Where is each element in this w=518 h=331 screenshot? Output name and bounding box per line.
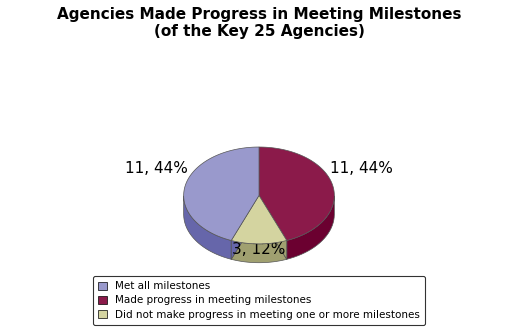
Polygon shape [259, 195, 287, 259]
Polygon shape [287, 196, 334, 259]
Text: 11, 44%: 11, 44% [330, 161, 393, 176]
Polygon shape [231, 195, 259, 259]
Text: 11, 44%: 11, 44% [125, 161, 188, 176]
Polygon shape [184, 196, 231, 259]
Polygon shape [259, 195, 287, 259]
Polygon shape [259, 147, 334, 241]
Polygon shape [231, 195, 259, 259]
Legend: Met all milestones, Made progress in meeting milestones, Did not make progress i: Met all milestones, Made progress in mee… [93, 276, 425, 325]
Polygon shape [184, 147, 259, 241]
Title: Agencies Made Progress in Meeting Milestones
(of the Key 25 Agencies): Agencies Made Progress in Meeting Milest… [57, 7, 461, 39]
Polygon shape [231, 195, 287, 244]
Text: 3, 12%: 3, 12% [232, 242, 286, 257]
Polygon shape [231, 241, 287, 263]
